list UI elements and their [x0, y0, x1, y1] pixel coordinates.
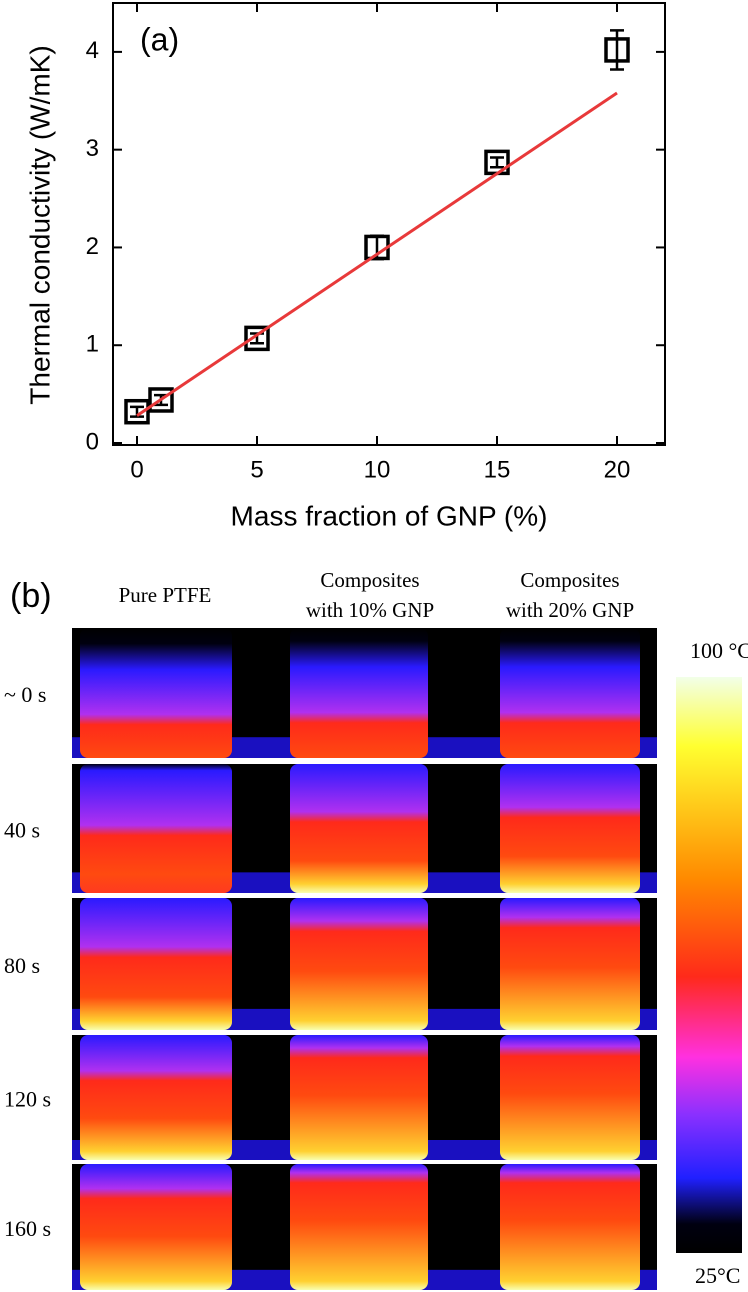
- x-axis-label: Mass fraction of GNP (%): [231, 500, 548, 531]
- x-tick-label: 15: [484, 456, 511, 483]
- colorbar-min: 25°C: [695, 1263, 740, 1288]
- panel-label: (b): [10, 577, 52, 615]
- fit-line: [136, 91, 618, 417]
- x-tick-label: 20: [604, 456, 631, 483]
- y-tick-label: 3: [86, 135, 99, 162]
- column-header: Composites: [520, 568, 619, 592]
- error-bar: [490, 156, 504, 169]
- x-tick-label: 0: [130, 456, 143, 483]
- y-tick-label: 4: [86, 37, 99, 64]
- thermal-sample: [80, 764, 232, 893]
- column-header: with 20% GNP: [506, 598, 634, 622]
- thermal-sample: [500, 898, 640, 1030]
- thermal-sample: [80, 1164, 232, 1290]
- thermal-sample: [80, 1035, 232, 1160]
- panel-label: (a): [140, 21, 179, 57]
- data-point: [124, 398, 150, 425]
- x-tick-label: 5: [250, 456, 263, 483]
- data-point: [604, 37, 630, 63]
- column-header: Composites: [320, 568, 419, 592]
- colorbar-max: 100 °C: [690, 638, 748, 663]
- thermal-sample: [290, 898, 428, 1030]
- thermal-sample: [500, 1035, 640, 1160]
- error-bar: [610, 29, 624, 71]
- y-tick-label: 2: [86, 233, 99, 260]
- colorbar: [676, 677, 742, 1253]
- thermal-sample: [500, 628, 640, 758]
- row-label: 40 s: [4, 818, 40, 843]
- thermal-sample: [290, 1035, 428, 1160]
- column-header: Pure PTFE: [119, 583, 212, 607]
- y-tick-label: 1: [86, 331, 99, 358]
- thermal-sample: [80, 628, 232, 758]
- data-point: [148, 387, 174, 413]
- thermal-images: [72, 628, 657, 1290]
- row-label: ~ 0 s: [4, 682, 46, 707]
- y-axis-label: Thermal conductivity (W/mK): [24, 45, 55, 404]
- x-tick-label: 10: [364, 456, 391, 483]
- data-point: [244, 325, 270, 352]
- plot-frame: [112, 2, 666, 446]
- row-label: 160 s: [4, 1216, 51, 1241]
- thermal-sample: [500, 1164, 640, 1290]
- row-label: 80 s: [4, 953, 40, 978]
- y-tick-label: 0: [86, 428, 99, 455]
- thermal-sample: [500, 764, 640, 893]
- thermal-sample: [290, 1164, 428, 1290]
- thermal-sample: [290, 764, 428, 893]
- column-header: with 10% GNP: [306, 598, 434, 622]
- thermal-sample: [80, 898, 232, 1030]
- row-label: 120 s: [4, 1087, 51, 1112]
- thermal-sample: [290, 628, 428, 758]
